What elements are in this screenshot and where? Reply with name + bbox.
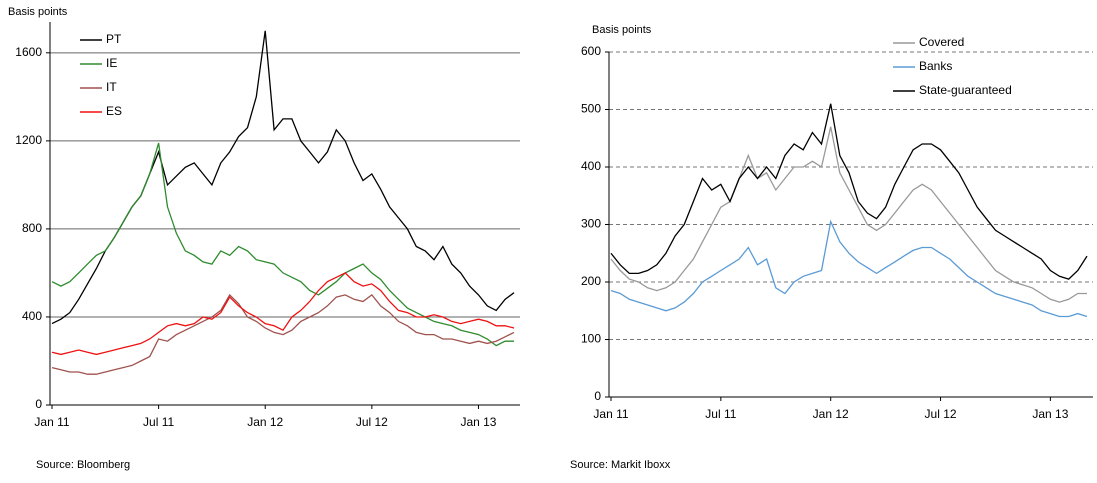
source-note: Source: Bloomberg <box>36 459 130 471</box>
x-tick-label: Jan 12 <box>813 407 849 421</box>
series-line <box>51 142 514 347</box>
x-tick-label: Jan 13 <box>1032 407 1068 421</box>
y-tick-label: 1600 <box>15 45 42 59</box>
x-tick-label: Jul 11 <box>143 415 174 429</box>
series-line <box>610 103 1088 280</box>
x-tick-label: Jan 11 <box>34 415 69 429</box>
legend-label: IE <box>106 56 117 70</box>
series-line <box>51 293 515 375</box>
y-tick-label: 1200 <box>15 133 42 147</box>
y-tick-label: 800 <box>22 221 42 235</box>
legend-label: PT <box>106 32 122 46</box>
y-tick-label: 300 <box>581 217 601 231</box>
y-tick-label: 600 <box>581 44 601 58</box>
y-axis-label: Basis points <box>8 6 68 18</box>
legend-label: ES <box>106 104 122 118</box>
y-tick-label: 0 <box>594 389 601 403</box>
x-tick-label: Jan 11 <box>593 407 628 421</box>
series-line <box>51 30 515 325</box>
legend-label: State-guaranteed <box>919 83 1012 97</box>
y-tick-label: 100 <box>581 332 601 346</box>
x-tick-label: Jul 12 <box>356 415 388 429</box>
y-tick-label: 400 <box>581 159 601 173</box>
legend-label: Covered <box>919 35 964 49</box>
y-tick-label: 500 <box>581 102 601 116</box>
x-tick-label: Jul 12 <box>925 407 957 421</box>
legend-label: Banks <box>919 59 952 73</box>
x-tick-label: Jul 11 <box>705 407 736 421</box>
series-line <box>51 272 515 356</box>
series-line <box>610 126 1087 303</box>
x-tick-label: Jan 13 <box>460 415 496 429</box>
y-axis-label: Basis points <box>592 24 652 36</box>
legend-label: IT <box>106 80 117 94</box>
series-line <box>610 219 1088 318</box>
source-note: Source: Markit Iboxx <box>570 459 671 471</box>
y-tick-label: 200 <box>581 274 601 288</box>
y-tick-label: 0 <box>35 397 42 411</box>
x-tick-label: Jan 12 <box>247 415 283 429</box>
y-tick-label: 400 <box>22 309 42 323</box>
